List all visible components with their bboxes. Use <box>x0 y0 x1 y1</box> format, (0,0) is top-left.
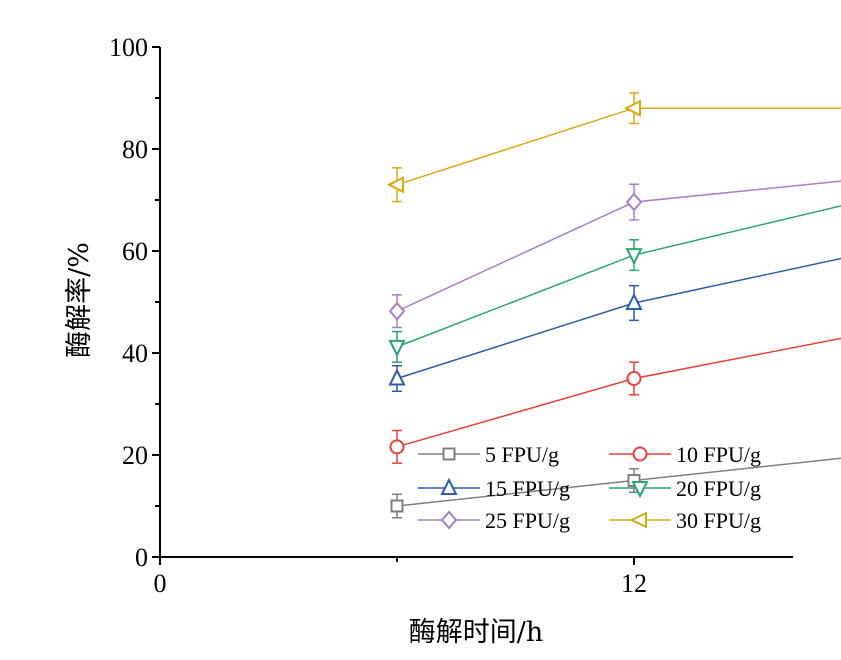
x-tick-label: 0 <box>154 569 167 598</box>
series-5 <box>388 180 841 329</box>
series-2 <box>389 337 841 464</box>
legend-marker <box>632 446 648 462</box>
legend-marker <box>629 511 647 529</box>
data-point <box>626 371 642 386</box>
legend-label: 15 FPU/g <box>485 476 570 501</box>
legend-marker <box>440 477 458 495</box>
x-tick-label: 12 <box>621 569 647 598</box>
series-line <box>396 205 841 348</box>
data-point <box>390 499 404 513</box>
series-line <box>396 337 841 448</box>
series-1 <box>390 457 841 519</box>
legend-item: 15 FPU/g <box>418 476 570 501</box>
series-line <box>396 457 841 507</box>
data-point <box>389 439 405 455</box>
legend-label: 10 FPU/g <box>676 442 761 467</box>
y-tick-label: 40 <box>122 339 148 368</box>
data-point <box>623 99 641 117</box>
legend-marker <box>442 447 456 461</box>
legend-item: 5 FPU/g <box>418 442 559 467</box>
data-point <box>386 176 404 194</box>
series-line <box>396 180 841 312</box>
y-tick-label: 80 <box>122 135 148 164</box>
y-tick-label: 0 <box>135 543 148 572</box>
legend-label: 20 FPU/g <box>676 476 761 501</box>
data-point <box>625 248 643 266</box>
y-tick-label: 20 <box>122 441 148 470</box>
data-point <box>388 301 406 321</box>
series-4 <box>388 205 841 363</box>
legend-marker <box>440 510 458 530</box>
series-3 <box>388 257 841 392</box>
legend-label: 25 FPU/g <box>485 508 570 533</box>
data-point <box>625 292 643 311</box>
legend-item: 25 FPU/g <box>418 508 570 533</box>
legend-item: 20 FPU/g <box>609 476 761 501</box>
y-axis-title: 酶解率/% <box>64 242 95 358</box>
data-point <box>625 192 643 212</box>
y-tick-label: 100 <box>109 33 148 62</box>
series-line <box>396 107 841 186</box>
legend-label: 5 FPU/g <box>485 442 559 467</box>
legend-item: 10 FPU/g <box>609 442 761 467</box>
series-line <box>396 257 841 380</box>
legend-marker <box>631 481 649 499</box>
x-axis-title: 酶解时间/h <box>409 617 544 648</box>
legend-label: 30 FPU/g <box>676 508 761 533</box>
plot-layer <box>386 92 841 519</box>
data-point <box>388 368 406 386</box>
y-tick-label: 60 <box>122 237 148 266</box>
legend-item: 30 FPU/g <box>609 508 761 533</box>
data-point <box>388 339 406 358</box>
legend: 5 FPU/g 10 FPU/g 15 FPU/g 20 FPU/g 25 FPU/g 3… <box>418 442 761 533</box>
ticks: 0122436486072020406080100 <box>109 33 647 598</box>
series-6 <box>386 92 841 203</box>
